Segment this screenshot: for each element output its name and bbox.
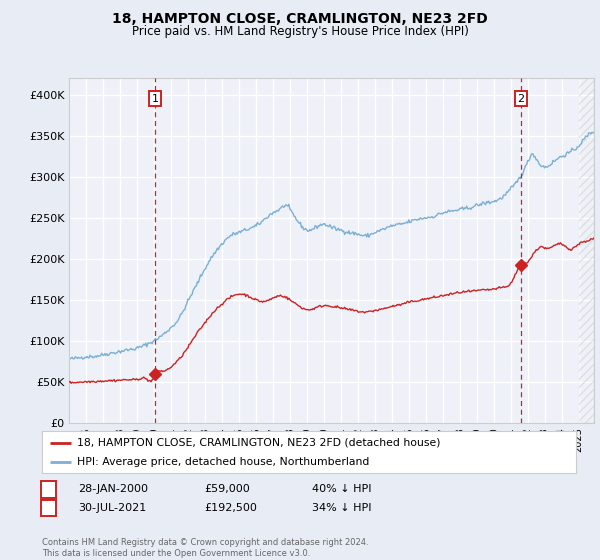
Text: 2: 2: [45, 503, 52, 513]
Text: £59,000: £59,000: [204, 484, 250, 494]
Text: 2: 2: [517, 94, 524, 104]
Text: 18, HAMPTON CLOSE, CRAMLINGTON, NE23 2FD (detached house): 18, HAMPTON CLOSE, CRAMLINGTON, NE23 2FD…: [77, 437, 440, 447]
Text: HPI: Average price, detached house, Northumberland: HPI: Average price, detached house, Nort…: [77, 457, 369, 467]
Text: Price paid vs. HM Land Registry's House Price Index (HPI): Price paid vs. HM Land Registry's House …: [131, 25, 469, 38]
Text: 34% ↓ HPI: 34% ↓ HPI: [312, 503, 371, 513]
Text: 30-JUL-2021: 30-JUL-2021: [78, 503, 146, 513]
Text: 28-JAN-2000: 28-JAN-2000: [78, 484, 148, 494]
Text: £192,500: £192,500: [204, 503, 257, 513]
Text: 40% ↓ HPI: 40% ↓ HPI: [312, 484, 371, 494]
Text: 1: 1: [152, 94, 159, 104]
Text: 1: 1: [45, 484, 52, 494]
Text: Contains HM Land Registry data © Crown copyright and database right 2024.
This d: Contains HM Land Registry data © Crown c…: [42, 538, 368, 558]
Text: 18, HAMPTON CLOSE, CRAMLINGTON, NE23 2FD: 18, HAMPTON CLOSE, CRAMLINGTON, NE23 2FD: [112, 12, 488, 26]
